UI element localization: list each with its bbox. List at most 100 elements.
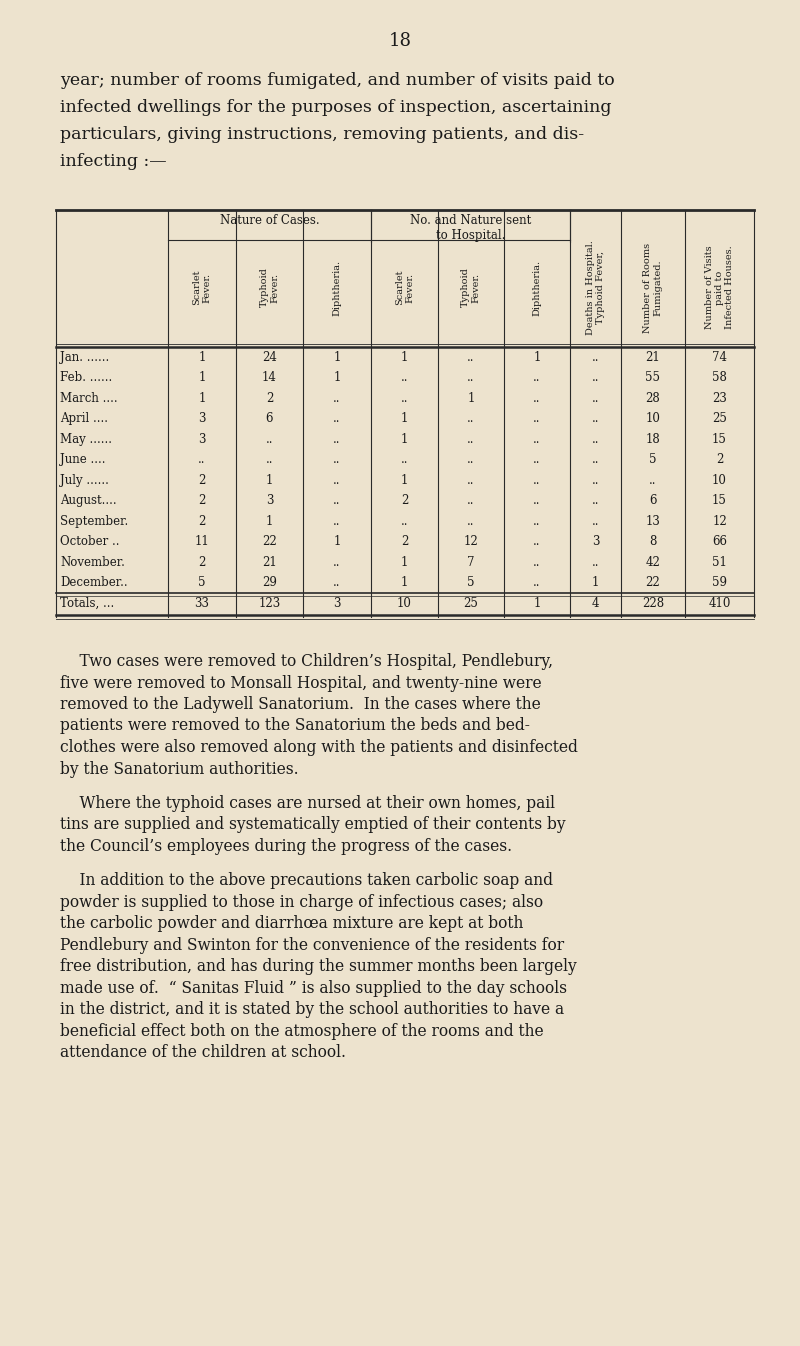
Text: powder is supplied to those in charge of infectious cases; also: powder is supplied to those in charge of… — [60, 894, 543, 911]
Text: July ......: July ...... — [60, 474, 109, 487]
Text: ..: .. — [534, 474, 541, 487]
Text: ..: .. — [592, 432, 599, 446]
Text: 2: 2 — [198, 494, 206, 507]
Text: Typhoid
Fever.: Typhoid Fever. — [260, 268, 279, 307]
Text: 8: 8 — [650, 536, 657, 548]
Text: 1: 1 — [592, 576, 599, 590]
Text: free distribution, and has during the summer months been largely: free distribution, and has during the su… — [60, 958, 577, 976]
Text: 59: 59 — [712, 576, 727, 590]
Text: ..: .. — [650, 474, 657, 487]
Text: 14: 14 — [262, 371, 277, 384]
Text: 2: 2 — [401, 494, 408, 507]
Text: ..: .. — [467, 351, 474, 363]
Text: 5: 5 — [650, 454, 657, 466]
Text: 10: 10 — [712, 474, 727, 487]
Text: 18: 18 — [646, 432, 660, 446]
Text: attendance of the children at school.: attendance of the children at school. — [60, 1044, 346, 1061]
Text: ..: .. — [534, 454, 541, 466]
Text: 6: 6 — [266, 412, 274, 425]
Text: beneficial effect both on the atmosphere of the rooms and the: beneficial effect both on the atmosphere… — [60, 1023, 544, 1040]
Text: ..: .. — [401, 454, 408, 466]
Text: 4: 4 — [592, 598, 599, 610]
Text: May ......: May ...... — [60, 432, 112, 446]
Text: 10: 10 — [646, 412, 661, 425]
Text: 21: 21 — [646, 351, 660, 363]
Text: 1: 1 — [198, 371, 206, 384]
Text: 1: 1 — [401, 351, 408, 363]
Text: 2: 2 — [198, 514, 206, 528]
Text: 1: 1 — [467, 392, 474, 405]
Text: 123: 123 — [258, 598, 281, 610]
Text: ..: .. — [534, 494, 541, 507]
Text: Pendlebury and Swinton for the convenience of the residents for: Pendlebury and Swinton for the convenien… — [60, 937, 564, 954]
Text: ..: .. — [534, 514, 541, 528]
Text: Diphtheria.: Diphtheria. — [533, 260, 542, 315]
Text: ..: .. — [467, 454, 474, 466]
Text: Scarlet
Fever.: Scarlet Fever. — [395, 269, 414, 306]
Text: in the district, and it is stated by the school authorities to have a: in the district, and it is stated by the… — [60, 1001, 564, 1019]
Text: 58: 58 — [712, 371, 727, 384]
Text: five were removed to Monsall Hospital, and twenty-nine were: five were removed to Monsall Hospital, a… — [60, 674, 542, 692]
Text: Feb. ......: Feb. ...... — [60, 371, 112, 384]
Text: 3: 3 — [334, 598, 341, 610]
Text: 28: 28 — [646, 392, 660, 405]
Text: 1: 1 — [401, 432, 408, 446]
Text: tins are supplied and systematically emptied of their contents by: tins are supplied and systematically emp… — [60, 817, 566, 833]
Text: infected dwellings for the purposes of inspection, ascertaining: infected dwellings for the purposes of i… — [60, 100, 611, 116]
Text: Where the typhoid cases are nursed at their own homes, pail: Where the typhoid cases are nursed at th… — [60, 795, 555, 812]
Text: ..: .. — [534, 536, 541, 548]
Text: ..: .. — [334, 412, 341, 425]
Text: ..: .. — [401, 514, 408, 528]
Text: 22: 22 — [262, 536, 277, 548]
Text: clothes were also removed along with the patients and disinfected: clothes were also removed along with the… — [60, 739, 578, 756]
Text: Number of Rooms
Fumigated.: Number of Rooms Fumigated. — [643, 242, 662, 332]
Text: ..: .. — [467, 371, 474, 384]
Text: 12: 12 — [464, 536, 478, 548]
Text: No. and Nature sent
to Hospital.: No. and Nature sent to Hospital. — [410, 214, 531, 242]
Text: April ....: April .... — [60, 412, 108, 425]
Text: 2: 2 — [401, 536, 408, 548]
Text: 66: 66 — [712, 536, 727, 548]
Text: ..: .. — [334, 454, 341, 466]
Text: 5: 5 — [198, 576, 206, 590]
Text: 228: 228 — [642, 598, 664, 610]
Text: 1: 1 — [266, 474, 273, 487]
Text: 23: 23 — [712, 392, 727, 405]
Text: ..: .. — [592, 412, 599, 425]
Text: 2: 2 — [198, 556, 206, 569]
Text: 1: 1 — [534, 351, 541, 363]
Text: 6: 6 — [650, 494, 657, 507]
Text: ..: .. — [592, 392, 599, 405]
Text: Two cases were removed to Children’s Hospital, Pendlebury,: Two cases were removed to Children’s Hos… — [60, 653, 553, 670]
Text: In addition to the above precautions taken carbolic soap and: In addition to the above precautions tak… — [60, 872, 553, 890]
Text: 410: 410 — [708, 598, 730, 610]
Text: 10: 10 — [397, 598, 412, 610]
Text: ..: .. — [266, 454, 274, 466]
Text: ..: .. — [334, 474, 341, 487]
Text: Number of Visits
paid to
Infected Houses.: Number of Visits paid to Infected Houses… — [705, 245, 734, 330]
Text: ..: .. — [592, 474, 599, 487]
Text: ..: .. — [467, 494, 474, 507]
Text: by the Sanatorium authorities.: by the Sanatorium authorities. — [60, 760, 298, 778]
Text: ..: .. — [592, 454, 599, 466]
Text: Typhoid
Fever.: Typhoid Fever. — [462, 268, 481, 307]
Text: ..: .. — [334, 432, 341, 446]
Text: ..: .. — [467, 432, 474, 446]
Text: ..: .. — [334, 514, 341, 528]
Text: ..: .. — [592, 351, 599, 363]
Text: ..: .. — [467, 412, 474, 425]
Text: 11: 11 — [194, 536, 210, 548]
Text: 22: 22 — [646, 576, 660, 590]
Text: patients were removed to the Sanatorium the beds and bed-: patients were removed to the Sanatorium … — [60, 717, 530, 735]
Text: ..: .. — [534, 371, 541, 384]
Text: Scarlet
Fever.: Scarlet Fever. — [192, 269, 212, 306]
Text: 15: 15 — [712, 494, 727, 507]
Text: 1: 1 — [334, 351, 341, 363]
Text: 13: 13 — [646, 514, 661, 528]
Text: 25: 25 — [712, 412, 727, 425]
Text: made use of.  “ Sanitas Fluid ” is also supplied to the day schools: made use of. “ Sanitas Fluid ” is also s… — [60, 980, 567, 997]
Text: 74: 74 — [712, 351, 727, 363]
Text: ..: .. — [534, 576, 541, 590]
Text: 3: 3 — [198, 412, 206, 425]
Text: 18: 18 — [389, 32, 411, 50]
